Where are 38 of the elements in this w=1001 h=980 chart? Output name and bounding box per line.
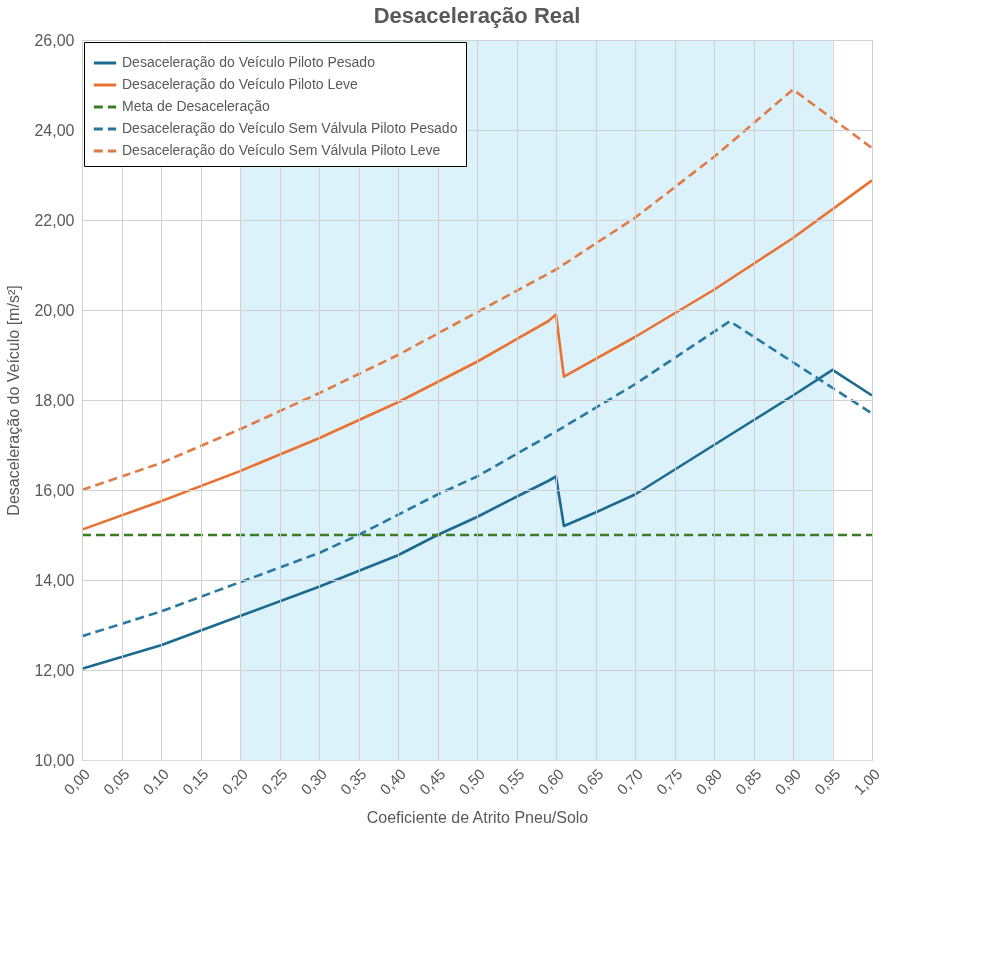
x-tick-label: 0,05: [99, 765, 133, 798]
x-tick-label: 0,70: [613, 765, 647, 798]
x-tick-label: 0,20: [218, 765, 252, 798]
line-series: [80, 319, 874, 638]
y-tick-label: 24,00: [34, 121, 75, 139]
y-tick-label: 14,00: [34, 571, 75, 589]
legend-label: Desaceleração do Veículo Piloto Leve: [122, 76, 359, 92]
y-tick-label: 18,00: [34, 391, 75, 409]
x-tick-label: 0,90: [771, 765, 805, 798]
y-tick-label: 26,00: [34, 31, 75, 49]
x-tick-label: 0,45: [415, 765, 449, 798]
x-tick-label: 0,55: [494, 765, 528, 798]
x-tick-label: 0,60: [534, 765, 568, 798]
x-tick-label: 0,15: [178, 765, 212, 798]
x-tick-label: 0,30: [297, 765, 331, 798]
x-tick-label: 0,40: [376, 765, 410, 798]
line-series: [80, 179, 874, 531]
chart-title: Desaceleração Real: [373, 3, 581, 28]
x-axis-title: Coeficiente de Atrito Pneu/Solo: [366, 808, 589, 826]
x-tick-label: 0,25: [257, 765, 291, 798]
y-tick-label: 12,00: [34, 661, 75, 679]
x-tick-label: 0,85: [731, 765, 765, 798]
legend-label: Desaceleração do Veículo Sem Válvula Piloto Pesado: [122, 120, 458, 136]
y-tick-label: 16,00: [34, 481, 75, 499]
y-tick-label: 22,00: [34, 211, 75, 229]
line-series: [80, 368, 874, 670]
legend-label: Desaceleração do Veículo Sem Válvula Piloto Leve: [122, 142, 441, 158]
y-tick-label: 20,00: [34, 301, 75, 319]
legend-label: Meta de Desaceleração: [122, 98, 271, 114]
x-tick-label: 0,65: [573, 765, 607, 798]
x-tick-label: 0,35: [336, 765, 370, 798]
x-tick-label: 0,50: [455, 765, 489, 798]
x-tick-label: 0,75: [652, 765, 686, 798]
x-tick-label: 0,10: [139, 765, 173, 798]
x-tick-label: 0,95: [810, 765, 844, 798]
x-tick-label: 0,80: [692, 765, 726, 798]
y-axis-title: Desaceleração do Veículo [m/s²]: [5, 285, 23, 516]
legend-label: Desaceleração do Veículo Piloto Pesado: [122, 54, 376, 70]
